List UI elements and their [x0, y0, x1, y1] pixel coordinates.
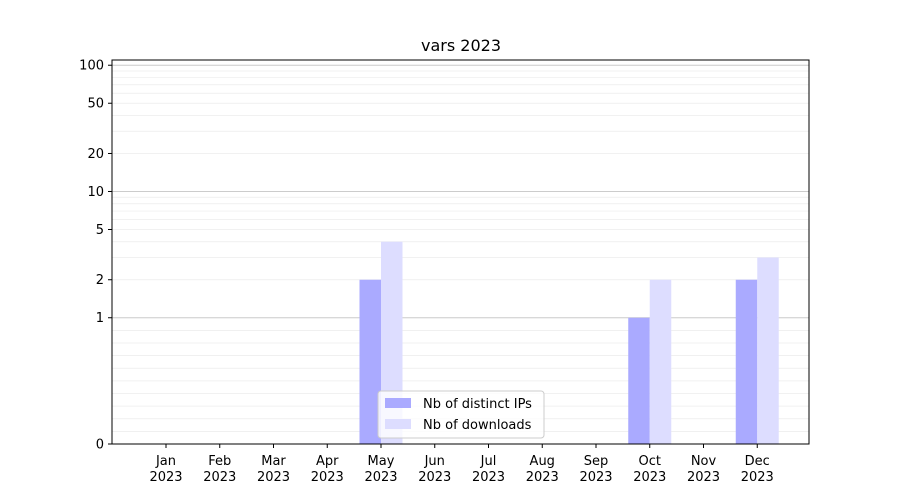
x-tick-label-month: Mar: [261, 454, 286, 469]
chart-title: vars 2023: [421, 36, 501, 55]
x-tick-label-month: Nov: [691, 454, 717, 469]
x-tick-label-year: 2023: [257, 470, 290, 485]
bar-distinct-ips: [735, 279, 758, 444]
y-tick-label: 50: [87, 97, 104, 112]
x-tick-label-year: 2023: [149, 470, 182, 485]
x-tick-label-month: May: [368, 454, 395, 469]
legend-swatch: [385, 398, 411, 408]
y-tick-label: 20: [87, 147, 104, 162]
y-tick-label: 100: [79, 59, 104, 74]
x-tick-label-month: Apr: [316, 454, 339, 469]
legend-label: Nb of downloads: [423, 418, 532, 433]
bar-downloads: [757, 257, 779, 444]
y-tick-label: 0: [96, 438, 104, 453]
y-tick-label: 1: [96, 311, 104, 326]
bar-distinct-ips: [359, 279, 381, 444]
legend: Nb of distinct IPs Nb of downloads: [377, 390, 545, 439]
legend-swatch: [385, 419, 411, 429]
x-tick-label-year: 2023: [741, 470, 774, 485]
x-tick-label-month: Dec: [745, 454, 770, 469]
x-tick-label-month: Jan: [155, 454, 176, 469]
bar-downloads: [649, 279, 672, 444]
x-tick-label-month: Oct: [639, 454, 661, 469]
plot-area-frame: [111, 59, 810, 445]
x-tick-label-year: 2023: [311, 470, 344, 485]
y-tick-label: 10: [87, 185, 104, 200]
legend-box: [377, 390, 545, 439]
x-tick-label-year: 2023: [579, 470, 612, 485]
legend-label: Nb of distinct IPs: [423, 397, 532, 412]
x-axis: Jan2023Feb2023Mar2023Apr2023May2023Jun20…: [149, 444, 774, 485]
y-axis: 0 1 2 5 10 20 50 100: [79, 59, 112, 453]
x-tick-label-month: Sep: [584, 454, 609, 469]
x-tick-label-year: 2023: [472, 470, 505, 485]
x-tick-label-month: Jun: [424, 454, 445, 469]
x-tick-label-year: 2023: [364, 470, 397, 485]
x-tick-label-month: Jul: [480, 454, 497, 469]
x-tick-label-year: 2023: [687, 470, 720, 485]
gridlines: [112, 64, 809, 432]
x-tick-label-year: 2023: [418, 470, 451, 485]
x-tick-label-month: Feb: [208, 454, 231, 469]
bar-distinct-ips: [628, 317, 650, 444]
y-tick-label: 5: [96, 223, 104, 238]
x-tick-label-month: Aug: [530, 454, 555, 469]
x-tick-label-year: 2023: [203, 470, 236, 485]
x-tick-label-year: 2023: [633, 470, 666, 485]
y-tick-label: 2: [96, 273, 104, 288]
x-tick-label-year: 2023: [526, 470, 559, 485]
